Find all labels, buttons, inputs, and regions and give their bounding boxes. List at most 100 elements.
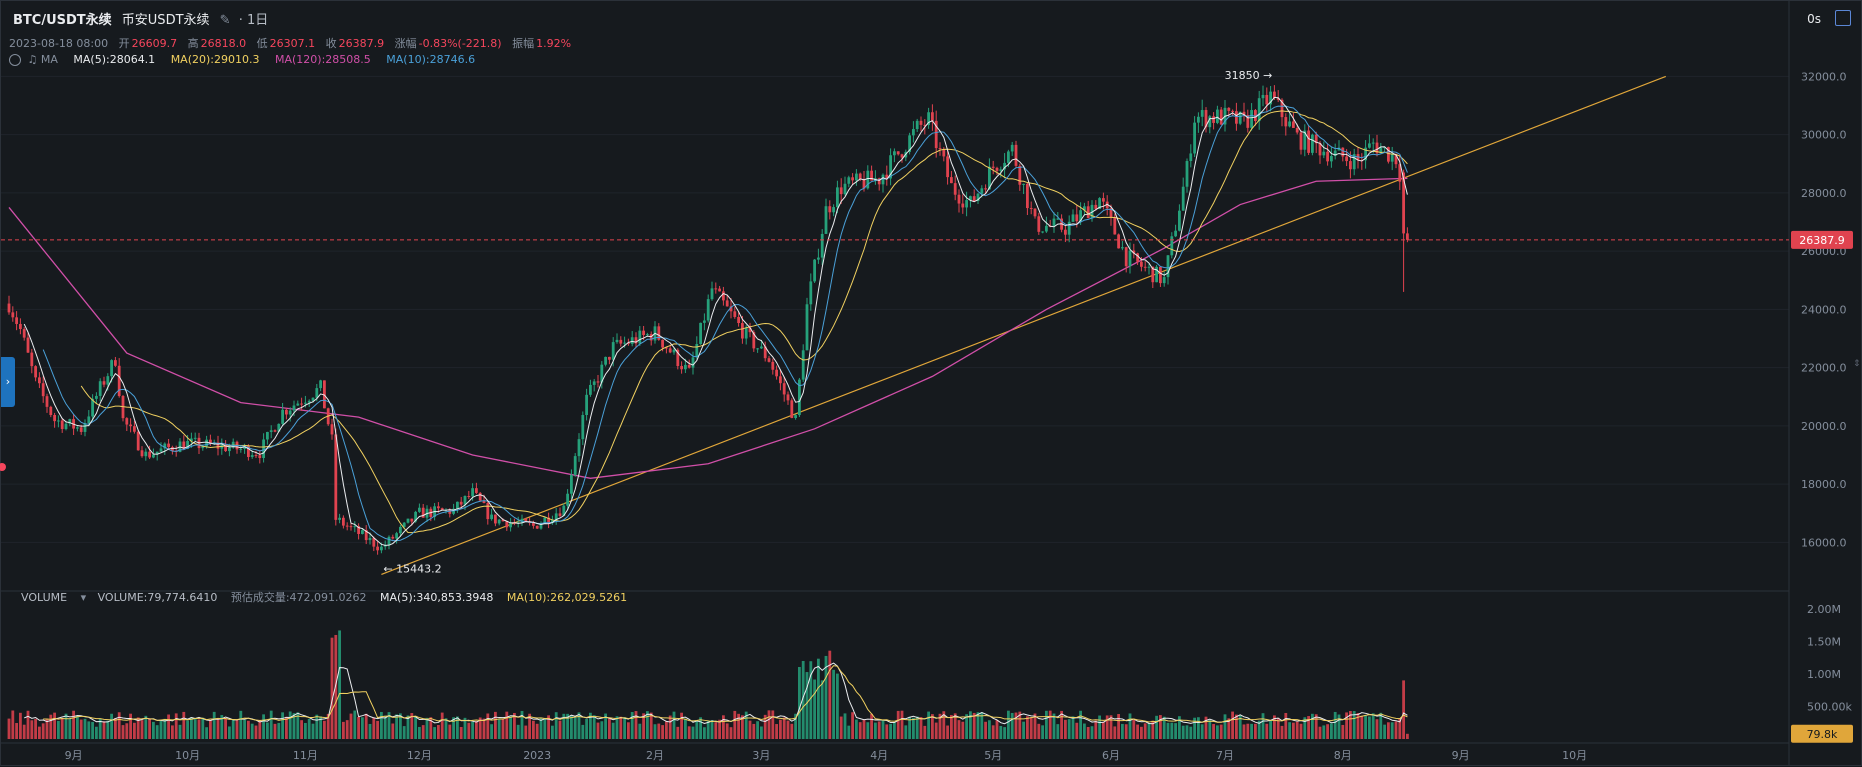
candle-body (1136, 253, 1139, 262)
volume-bar (972, 712, 976, 739)
candle-body (467, 496, 471, 498)
volume-bar (433, 727, 436, 739)
axis-scroll-icon[interactable]: ⇕ (1853, 359, 1861, 369)
volume-bar (1246, 723, 1250, 739)
volume-legend: VOLUME ▾ VOLUME:79,774.6410 预估成交量:472,09… (21, 589, 637, 605)
volume-bar (733, 710, 737, 739)
volume-indicator-label[interactable]: VOLUME (21, 591, 68, 604)
volume-bar (399, 713, 402, 739)
candle-body (1170, 236, 1174, 256)
candle-body (1208, 116, 1212, 128)
candle-body (790, 400, 794, 419)
volume-bar (744, 711, 748, 739)
volume-bar (1079, 710, 1082, 739)
volume-tick-label: 1.00M (1807, 668, 1841, 681)
price-tick-label: 32000.0 (1801, 70, 1847, 83)
candle-body (1390, 154, 1394, 162)
alert-marker[interactable] (0, 463, 6, 471)
bell-icon[interactable]: ♫ (27, 53, 38, 66)
candle-body (414, 511, 417, 522)
chevron-down-icon[interactable]: ▾ (80, 591, 87, 604)
volume-bar (452, 717, 455, 739)
volume-bar (467, 722, 471, 739)
candle-body (11, 312, 15, 318)
candle-body (1242, 111, 1246, 116)
candle-body (866, 170, 870, 189)
volume-bar (1189, 726, 1193, 739)
volume-bar (1041, 725, 1044, 739)
candle-body (7, 303, 11, 313)
candle-body (608, 356, 611, 360)
time-tick-label: 12月 (407, 749, 432, 762)
candle-body (1280, 99, 1284, 118)
candle-body (991, 166, 995, 168)
candle-body (285, 409, 288, 415)
candle-body (376, 546, 379, 551)
ma-indicator-label[interactable]: MA (40, 53, 58, 66)
volume-bar (163, 718, 167, 739)
volume-bar (592, 715, 596, 739)
candle-body (836, 187, 839, 208)
volume-bar (205, 727, 208, 739)
volume-bar (908, 716, 911, 739)
close-label: 收 (325, 37, 337, 50)
volume-bar (1314, 714, 1318, 739)
candle-body (136, 431, 140, 451)
candle-body (615, 339, 619, 343)
volume-bar (159, 720, 163, 739)
volume-bar (957, 720, 961, 739)
candle-body (361, 530, 364, 534)
candle-body (186, 441, 189, 449)
candle-body (117, 365, 121, 397)
candle-body (490, 514, 493, 520)
symbol-title[interactable]: BTC/USDT永续 (13, 13, 112, 28)
candle-body (801, 350, 805, 380)
candle-body (129, 424, 132, 427)
ma20-line (80, 110, 1408, 534)
price-tick-label: 30000.0 (1801, 129, 1847, 142)
candle-body (231, 441, 235, 448)
volume-bar (843, 713, 847, 739)
volume-bar (1280, 725, 1284, 739)
volume-bar (862, 719, 866, 739)
candle-body (1368, 143, 1371, 148)
candle-body (581, 415, 585, 440)
candle-body (1383, 147, 1386, 149)
candle-body (224, 444, 227, 452)
volume-bar (1383, 724, 1386, 739)
volume-bar (1406, 733, 1409, 739)
candle-body (680, 366, 683, 370)
volume-bar (330, 637, 334, 739)
high-value: 26818.0 (200, 37, 247, 50)
candle-body (1151, 266, 1155, 283)
volume-bar (1132, 719, 1136, 739)
volume-bar (1292, 722, 1295, 739)
candle-body (1212, 116, 1215, 123)
volume-bar (429, 717, 433, 739)
candle-body (357, 526, 360, 534)
volume-bar (171, 725, 174, 739)
volume-bar (729, 727, 733, 739)
candle-body (1132, 250, 1136, 254)
candle-body (95, 395, 98, 399)
candle-body (760, 346, 763, 349)
expand-panel-button[interactable]: › (1, 357, 15, 407)
volume-bar (1352, 711, 1356, 739)
candle-body (995, 167, 999, 171)
candle-body (410, 518, 414, 522)
screenshot-icon[interactable] (1835, 10, 1851, 26)
volume-bar (984, 721, 987, 739)
volume-bar (269, 710, 273, 739)
interval-label[interactable]: · 1日 (238, 13, 269, 28)
edit-icon[interactable]: ✎ (219, 13, 231, 28)
volume-bar (490, 724, 493, 739)
volume-bar (1140, 726, 1143, 739)
volume-bar (444, 718, 448, 739)
candle-body (1041, 231, 1044, 233)
volume-bar (174, 713, 178, 739)
chevron-down-icon[interactable] (9, 54, 21, 66)
volume-bar (896, 710, 900, 739)
candle-body (1037, 216, 1041, 232)
candle-body (1109, 208, 1113, 218)
